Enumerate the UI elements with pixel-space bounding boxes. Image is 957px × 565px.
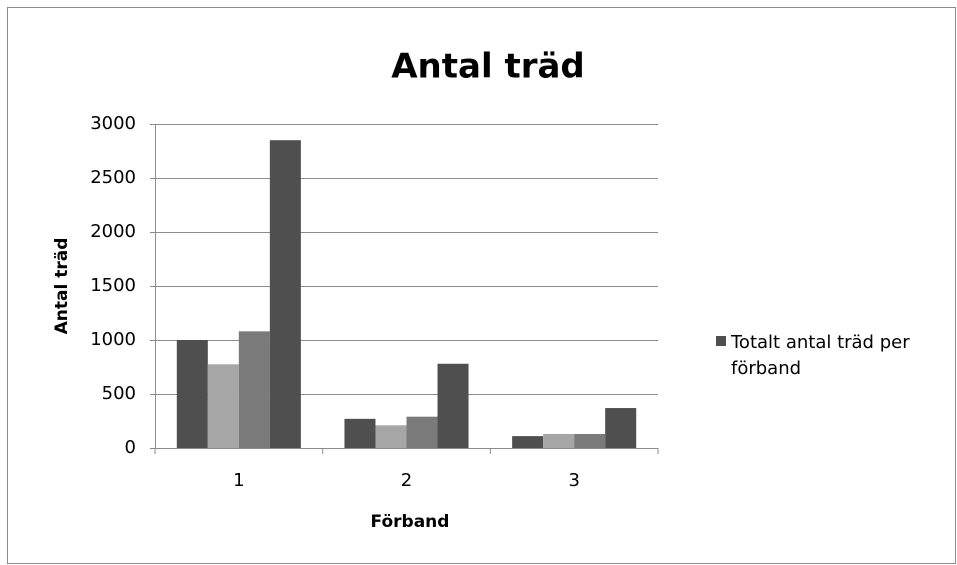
- legend-marker: [716, 336, 726, 346]
- bar: [238, 331, 270, 448]
- chart-border: [7, 7, 956, 564]
- y-tick-label: 2000: [90, 221, 136, 242]
- chart-title: Antal träd: [391, 47, 585, 87]
- y-tick-label: 1500: [90, 275, 136, 296]
- bar: [543, 433, 575, 448]
- x-tick-label: 1: [233, 470, 244, 491]
- y-tick-label: 1000: [90, 329, 136, 350]
- bar: [406, 416, 438, 448]
- legend-label: Totalt antal träd per förband: [731, 332, 910, 379]
- y-tick-label: 500: [102, 383, 136, 404]
- x-axis-label: Förband: [371, 512, 450, 532]
- x-tick-label: 2: [401, 470, 412, 491]
- bar: [512, 436, 544, 448]
- bar: [375, 425, 407, 448]
- x-tick-label: 3: [568, 470, 579, 491]
- bar: [207, 364, 239, 448]
- y-axis-label: Antal träd: [52, 238, 72, 335]
- y-tick-label: 3000: [90, 113, 136, 134]
- bar: [176, 340, 208, 448]
- bar: [269, 140, 301, 448]
- bar: [437, 363, 469, 448]
- bar: [574, 433, 606, 448]
- y-tick-label: 0: [125, 437, 136, 458]
- bar: [605, 408, 637, 448]
- bar: [344, 418, 376, 448]
- y-tick-label: 2500: [90, 167, 136, 188]
